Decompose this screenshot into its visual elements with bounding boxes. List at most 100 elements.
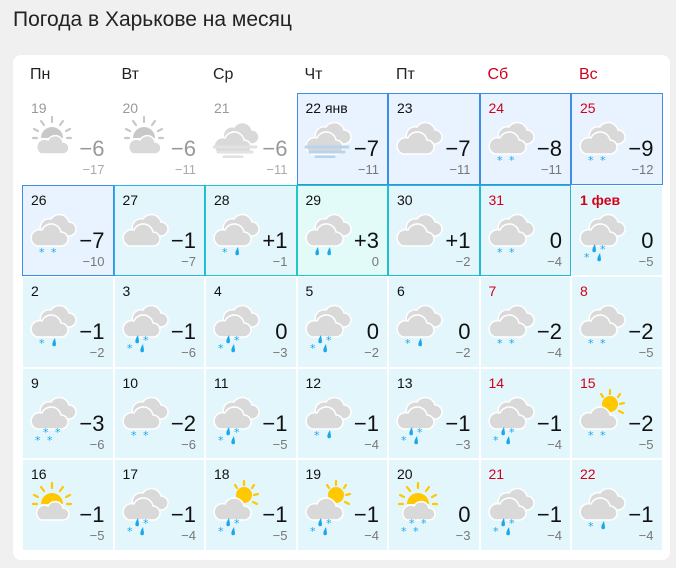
svg-text:*: *	[584, 251, 590, 264]
cloudy-icon	[210, 297, 260, 341]
cloudy-icon	[393, 389, 443, 433]
weekday-header: Пн Вт Ср Чт Пт Сб Вс	[22, 66, 663, 84]
sun-cloud-icon	[576, 388, 626, 433]
day-cell[interactable]: 19 −6 −17	[22, 93, 114, 185]
day-cell[interactable]: 2 * −1 −2	[22, 276, 114, 368]
min-temperature: 0	[371, 253, 379, 269]
day-cell[interactable]: 20 −6 −11	[113, 93, 205, 185]
day-cell[interactable]: 21 * * −1 −4	[479, 459, 571, 551]
cloudy-icon	[27, 389, 77, 433]
svg-text:*: *	[509, 518, 515, 530]
day-cell[interactable]: 28 * +1 −1	[205, 184, 297, 276]
cloudy-icon	[485, 389, 535, 433]
day-cell[interactable]: 16 −1 −5	[22, 459, 114, 551]
day-cell[interactable]: 25 * * −9 −12	[571, 93, 663, 185]
svg-text:*: *	[326, 335, 332, 347]
max-temperature: −1	[628, 502, 654, 527]
precipitation-icon: * *	[308, 334, 348, 355]
day-cell[interactable]: 6 * 0 −2	[388, 276, 480, 368]
day-cell[interactable]: 12 * −1 −4	[296, 367, 388, 459]
svg-text:*: *	[497, 154, 503, 167]
precipitation-icon: * * * *	[399, 517, 439, 538]
svg-text:*: *	[234, 427, 240, 439]
day-cell[interactable]: 7 * * −2 −4	[479, 276, 571, 368]
day-cell[interactable]: 1 фев * * 0 −5	[571, 184, 663, 276]
weekday-tue: Вт	[121, 66, 139, 83]
cloudy-icon	[302, 297, 352, 341]
max-temperature: +1	[445, 227, 471, 253]
day-date: 12	[305, 374, 322, 391]
precipitation-icon: * *	[582, 427, 622, 447]
min-temperature: −4	[638, 528, 654, 543]
max-temperature: −1	[353, 410, 379, 436]
day-cell[interactable]: 18 * * −1 −5	[205, 459, 297, 551]
min-temperature: −11	[266, 162, 288, 177]
svg-text:*: *	[588, 520, 594, 533]
day-cell[interactable]: 10 * * −2 −6	[113, 367, 205, 459]
day-cell[interactable]: 19 * * −1 −4	[296, 459, 388, 551]
weekday-sat: Сб	[487, 66, 509, 83]
day-cell[interactable]: 31 * * 0 −4	[479, 184, 571, 276]
svg-text:*: *	[600, 244, 606, 256]
max-temperature: −2	[628, 319, 654, 344]
day-cell[interactable]: 13 * * −1 −3	[388, 367, 480, 459]
min-temperature: −1	[272, 253, 288, 269]
svg-text:*: *	[600, 154, 606, 167]
day-cell[interactable]: 30 +1 −2	[388, 184, 480, 276]
max-temperature: −1	[445, 410, 471, 436]
precipitation-icon: * *	[125, 334, 165, 355]
min-temperature: −2	[89, 345, 105, 360]
day-cell[interactable]: 15 * * −2 −5	[571, 367, 663, 459]
svg-text:*: *	[131, 429, 137, 442]
svg-text:*: *	[143, 335, 149, 347]
precipitation-icon: * *	[308, 517, 348, 538]
precipitation-icon: * *	[491, 426, 531, 447]
max-temperature: −6	[262, 136, 288, 161]
max-temperature: +1	[262, 227, 288, 253]
day-cell[interactable]: 23 −7 −11	[388, 93, 480, 185]
day-cell[interactable]: 9 * * * * −3 −6	[22, 367, 114, 459]
day-date: 20	[397, 466, 413, 482]
cloudy-icon	[302, 206, 352, 250]
min-temperature: −11	[357, 162, 379, 177]
min-temperature: −4	[547, 528, 562, 543]
cloudy-icon	[27, 297, 77, 341]
min-temperature: −5	[638, 436, 654, 452]
precipitation-icon: * *	[125, 427, 165, 447]
day-cell[interactable]: 3 * * −1 −6	[113, 276, 205, 368]
day-cell[interactable]: 24 * * −8 −11	[479, 93, 571, 185]
min-temperature: −3	[455, 436, 471, 452]
precipitation-icon: * *	[491, 517, 531, 538]
day-cell[interactable]: 29 +3 0	[296, 184, 388, 276]
svg-text:*: *	[310, 342, 316, 355]
day-cell[interactable]: 21 −6 −11	[205, 93, 297, 185]
day-cell[interactable]: 22 * −1 −4	[571, 459, 663, 551]
day-cell[interactable]: 4 * * 0 −3	[205, 276, 297, 368]
max-temperature: 0	[275, 319, 288, 344]
page-title: Погода в Харькове на месяц	[13, 8, 292, 31]
min-temperature: −6	[181, 436, 196, 452]
min-temperature: −4	[547, 436, 562, 452]
cloudy-icon	[210, 389, 260, 433]
day-cell[interactable]: 20 * * * * 0 −3	[388, 459, 480, 551]
day-date: 3	[122, 283, 131, 299]
day-cell[interactable]: 26 * * −7 −10	[22, 184, 114, 276]
fog-icon	[302, 114, 352, 159]
day-date: 1 фев	[580, 191, 621, 208]
weekday-wed: Ср	[213, 66, 234, 83]
day-cell[interactable]: 11 * * −1 −5	[205, 367, 297, 459]
day-cell[interactable]: 5 * * 0 −2	[296, 276, 388, 368]
day-cell[interactable]: 22 янв −7 −11	[296, 93, 388, 185]
max-temperature: 0	[366, 319, 379, 344]
day-cell[interactable]: 14 * * −1 −4	[479, 367, 571, 459]
day-date: 16	[31, 466, 47, 482]
max-temperature: −2	[628, 410, 654, 436]
day-cell[interactable]: 17 * * −1 −4	[113, 459, 205, 551]
weekday-sun: Вс	[579, 66, 598, 83]
max-temperature: −6	[170, 136, 196, 161]
day-cell[interactable]: 8 * * −2 −5	[571, 276, 663, 368]
day-cell[interactable]: 27 −1 −7	[113, 184, 205, 276]
svg-text:*: *	[509, 154, 515, 167]
svg-text:*: *	[51, 246, 57, 259]
svg-text:*: *	[43, 427, 49, 439]
